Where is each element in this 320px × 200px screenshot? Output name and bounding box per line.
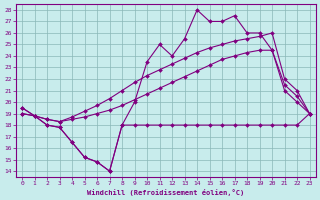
- X-axis label: Windchill (Refroidissement éolien,°C): Windchill (Refroidissement éolien,°C): [87, 189, 244, 196]
